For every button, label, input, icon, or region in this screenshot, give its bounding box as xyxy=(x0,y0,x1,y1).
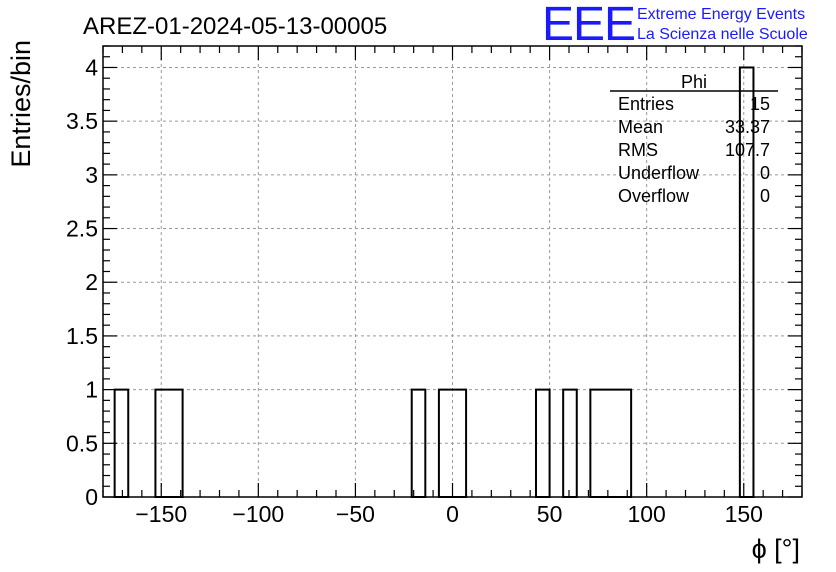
logo-line1: Extreme Energy Events xyxy=(637,6,805,23)
x-tick-labels: −150 −100 −50 0 50 100 150 xyxy=(135,501,763,527)
y-tick-label: 1.5 xyxy=(66,323,98,349)
y-tick-label: 0 xyxy=(85,484,98,510)
y-axis-label: Entries/bin xyxy=(6,40,36,168)
stats-row-label: Mean xyxy=(618,117,663,137)
stats-row-label: RMS xyxy=(618,140,658,160)
x-tick-label: −50 xyxy=(336,501,375,527)
y-tick-label: 2 xyxy=(85,269,98,295)
histogram-bar xyxy=(154,388,184,498)
logo-line2: La Scienza nelle Scuole xyxy=(637,26,808,43)
histogram-bar xyxy=(738,66,755,498)
stats-rows: Entries 15 Mean 33.37 RMS 107.7 Underflow 0 Over… xyxy=(618,94,770,206)
stats-row-value: 15 xyxy=(750,94,770,114)
y-tick-label: 1 xyxy=(85,377,98,403)
x-tick-label: 150 xyxy=(725,501,763,527)
y-tick-label: 3.5 xyxy=(66,108,98,134)
logo-mark: EEE xyxy=(542,0,635,51)
histogram-bar xyxy=(562,388,578,498)
stats-row-value: 33.37 xyxy=(725,117,770,137)
eee-logo: EEE Extreme Energy Events La Scienza nel… xyxy=(542,0,808,51)
histogram-bar xyxy=(534,388,551,498)
stats-row-value: 0 xyxy=(760,186,770,206)
histogram-bar xyxy=(113,388,130,498)
x-tick-label: −150 xyxy=(135,501,187,527)
stats-row-value: 0 xyxy=(760,163,770,183)
histogram-bar xyxy=(589,388,633,498)
stats-row-value: 107.7 xyxy=(725,140,770,160)
stats-title: Phi xyxy=(681,72,707,92)
x-tick-label: 0 xyxy=(446,501,459,527)
stats-row-label: Entries xyxy=(618,94,674,114)
chart-title: AREZ-01-2024-05-13-00005 xyxy=(83,13,387,40)
stats-row-label: Overflow xyxy=(618,186,690,206)
histogram-bars xyxy=(113,66,755,498)
y-tick-label: 4 xyxy=(85,54,98,80)
histogram-bar xyxy=(410,388,427,498)
histogram-bar xyxy=(437,388,468,498)
y-tick-label: 0.5 xyxy=(66,430,98,456)
x-tick-label: 50 xyxy=(537,501,563,527)
x-tick-label: 100 xyxy=(627,501,665,527)
stats-row-label: Underflow xyxy=(618,163,700,183)
y-tick-labels: 0 0.5 1 1.5 2 2.5 3 3.5 4 xyxy=(66,54,98,510)
x-axis-label: ϕ [°] xyxy=(752,534,800,564)
y-tick-label: 2.5 xyxy=(66,216,98,242)
stats-box: Phi Entries 15 Mean 33.37 RMS 107.7 Underflow 0… xyxy=(610,72,778,206)
axis-ticks xyxy=(102,45,803,498)
y-tick-label: 3 xyxy=(85,162,98,188)
x-tick-label: −100 xyxy=(232,501,284,527)
grid-lines xyxy=(103,46,802,497)
